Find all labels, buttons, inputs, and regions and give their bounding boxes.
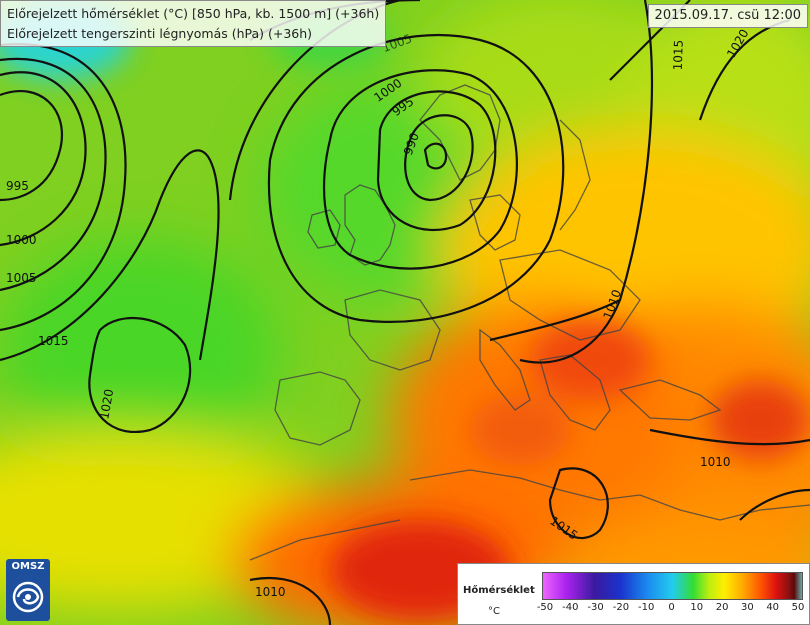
swirl-icon — [12, 581, 44, 613]
omsz-logo-icon: OMSZ — [6, 559, 50, 621]
isobar-label: 1010 — [700, 455, 731, 469]
map-title: Előrejelzett hőmérséklet (°C) [850 hPa, … — [0, 0, 387, 47]
isobar-label: 1005 — [6, 271, 37, 285]
legend-tick: 40 — [766, 602, 780, 613]
temperature-legend: Hőmérséklet °C -50 -40 -30 -20 -10 0 10 20 30 40 5… — [457, 563, 810, 625]
legend-color-bar — [542, 572, 803, 600]
legend-tick: -20 — [612, 602, 630, 613]
legend-tick: 30 — [741, 602, 754, 613]
legend-tick: -10 — [638, 602, 655, 613]
legend-tick: 10 — [690, 602, 704, 613]
title-line-temperature: Előrejelzett hőmérséklet (°C) [850 hPa, … — [7, 6, 380, 21]
isobar-label: 1010 — [255, 585, 286, 599]
isobar-label: 1020 — [97, 388, 116, 421]
isobar-label: 995 — [6, 179, 29, 193]
legend-tick: 20 — [715, 602, 729, 613]
legend-tick: -30 — [587, 602, 604, 613]
legend-unit: °C — [488, 606, 500, 617]
legend-title: Hőmérséklet — [463, 585, 535, 596]
isobar-label: 1015 — [671, 40, 686, 71]
legend-tick: -50 — [536, 602, 554, 613]
forecast-date: 2015.09.17. csü 12:00 — [647, 4, 808, 28]
legend-tick: 0 — [668, 602, 675, 613]
isobar-label: 1000 — [6, 233, 37, 247]
legend-tick: -40 — [562, 602, 579, 613]
title-line-pressure: Előrejelzett tengerszinti légnyomás (hPa… — [7, 26, 313, 41]
isobar-label: 1015 — [38, 334, 69, 348]
legend-tick: 50 — [791, 602, 805, 613]
logo-label: OMSZ — [11, 561, 45, 572]
